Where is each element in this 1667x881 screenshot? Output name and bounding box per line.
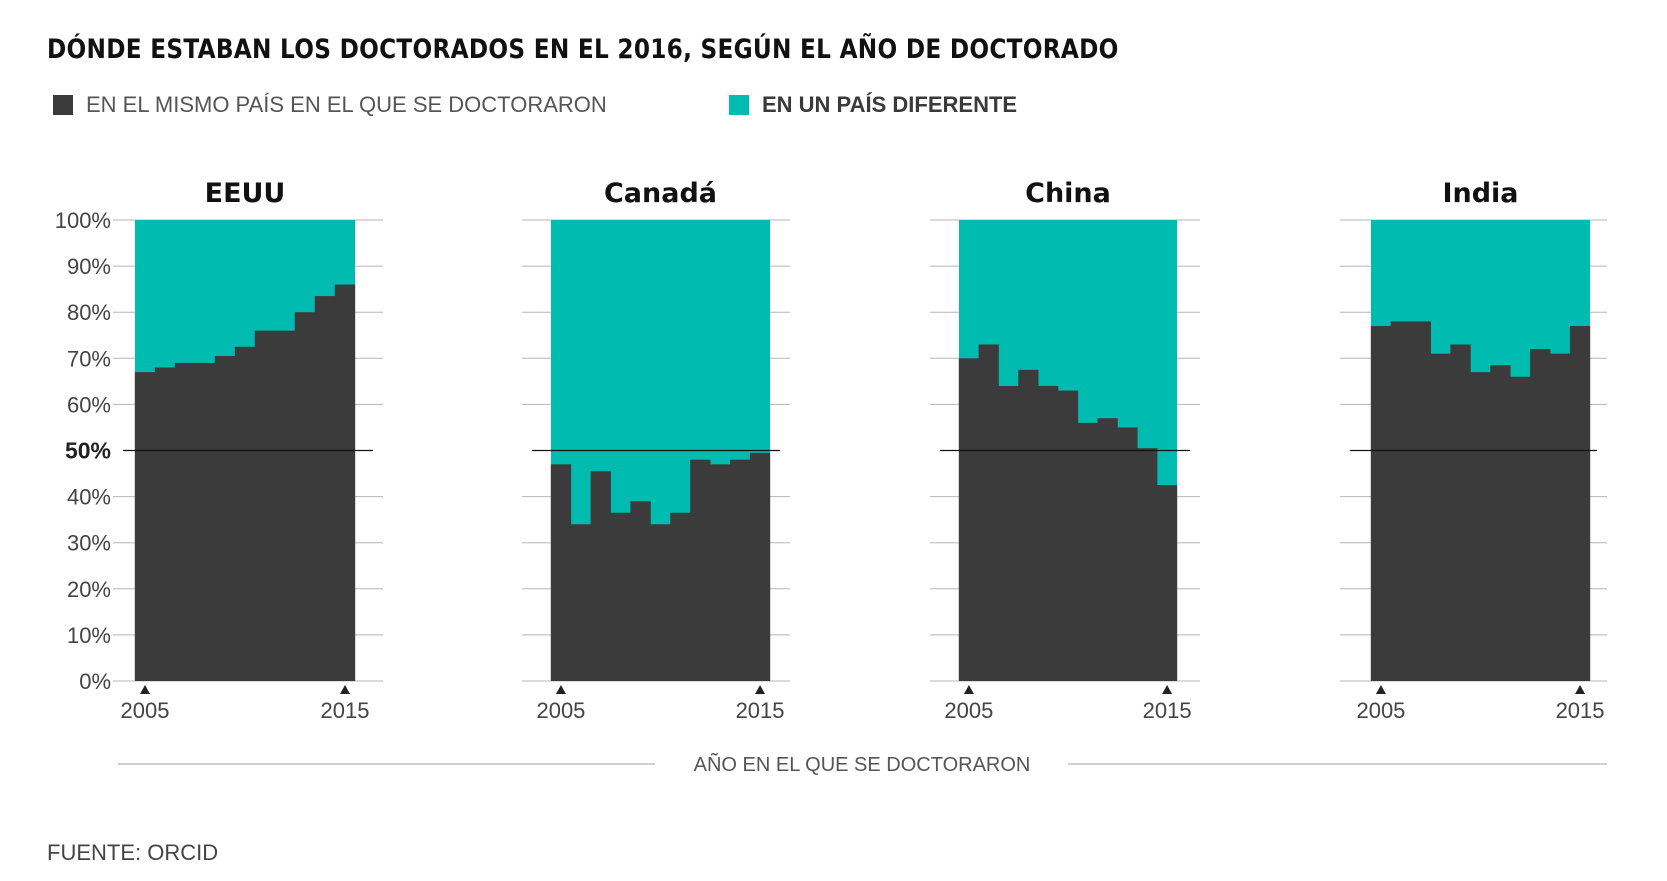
y-tick-label: 50% (65, 438, 111, 464)
bar-same-country-2007 (590, 471, 611, 681)
x-tick-marker (140, 685, 150, 694)
bar-same-country-2011 (254, 330, 276, 681)
x-tick-label: 2005 (944, 698, 993, 723)
x-tick-label: 2015 (1143, 698, 1192, 723)
y-tick-label: 70% (67, 346, 111, 371)
x-tick-label: 2005 (536, 698, 585, 723)
panel-2: Canadá 2005 2015 (522, 178, 790, 723)
bar-same-country-2015 (749, 452, 771, 681)
bar-same-country-2009 (214, 355, 236, 681)
legend-label-same-country: EN EL MISMO PAÍS EN EL QUE SE DOCTORARON (86, 92, 607, 117)
y-tick-label: 40% (67, 485, 111, 510)
bar-same-country-2015 (334, 284, 356, 681)
y-tick-label: 90% (67, 254, 111, 279)
legend-label-different-country: EN UN PAÍS DIFERENTE (762, 92, 1018, 117)
bar-same-country-2006 (154, 367, 176, 681)
x-tick-marker (1575, 685, 1586, 694)
bar-same-country-2005 (1370, 326, 1392, 681)
x-tick-label: 2015 (736, 698, 785, 723)
x-tick-marker (1375, 685, 1386, 694)
x-tick-marker (555, 685, 566, 694)
bar-same-country-2014 (314, 296, 336, 681)
y-tick-label: 10% (67, 623, 111, 648)
x-tick-marker (755, 685, 766, 694)
bar-same-country-2008 (194, 362, 216, 681)
x-tick-label: 2005 (1356, 698, 1405, 723)
bar-same-country-2010 (650, 524, 671, 681)
x-tick-label: 2015 (321, 698, 370, 723)
panel-title: India (1442, 178, 1518, 209)
x-tick-marker (340, 685, 350, 694)
bar-same-country-2011 (670, 512, 691, 681)
bar-same-country-2012 (690, 459, 711, 681)
legend-swatch-different-country (729, 95, 749, 115)
panel-1: EEUU 2005 2015 (113, 178, 383, 723)
panel-3: China 2005 2015 (930, 178, 1200, 723)
x-tick-label: 2015 (1556, 698, 1605, 723)
bar-same-country-2010 (1470, 372, 1491, 681)
bar-same-country-2015 (1569, 326, 1591, 681)
bar-same-country-2014 (1549, 353, 1571, 681)
bar-same-country-2012 (1097, 418, 1118, 681)
panel-title: Canadá (604, 178, 717, 209)
bar-same-country-2009 (1450, 344, 1471, 681)
legend-swatch-same-country (53, 95, 73, 115)
x-tick-marker (1162, 685, 1173, 694)
bar-same-country-2008 (1430, 353, 1451, 681)
x-axis-label: AÑO EN EL QUE SE DOCTORARON (694, 752, 1031, 776)
bar-same-country-2013 (710, 464, 731, 681)
bar-same-country-2005 (958, 358, 980, 681)
bar-same-country-2006 (978, 344, 999, 681)
panel-title: China (1025, 178, 1111, 209)
bar-same-country-2007 (998, 385, 1019, 681)
y-tick-label: 60% (67, 392, 111, 417)
bar-same-country-2010 (1057, 390, 1079, 681)
x-tick-marker (963, 685, 974, 694)
panel-4: India 2005 2015 (1340, 178, 1607, 723)
panel-title: EEUU (205, 178, 286, 209)
bar-same-country-2008 (610, 512, 631, 681)
y-tick-label: 30% (67, 531, 111, 556)
bar-same-country-2013 (1117, 427, 1138, 681)
legend-item-different-country: EN UN PAÍS DIFERENTE (729, 92, 1017, 118)
bar-same-country-2012 (274, 330, 296, 681)
bar-same-country-2014 (729, 459, 751, 681)
bar-same-country-2014 (1137, 448, 1158, 681)
bar-same-country-2005 (134, 372, 156, 681)
chart-title: DÓNDE ESTABAN LOS DOCTORADOS EN EL 2016,… (47, 34, 1119, 65)
bar-same-country-2011 (1077, 422, 1098, 681)
x-tick-label: 2005 (121, 698, 170, 723)
bar-same-country-2006 (1390, 321, 1412, 681)
source-note: FUENTE: ORCID (47, 840, 219, 865)
bar-same-country-2013 (294, 312, 316, 681)
bar-same-country-2008 (1018, 369, 1039, 681)
bar-same-country-2010 (234, 346, 256, 681)
bar-same-country-2005 (550, 464, 572, 681)
bar-same-country-2013 (1530, 349, 1551, 681)
bar-same-country-2007 (1410, 321, 1431, 681)
y-tick-label: 100% (55, 208, 111, 233)
bar-same-country-2015 (1156, 485, 1178, 681)
bar-same-country-2007 (174, 362, 196, 681)
y-tick-label: 20% (67, 577, 111, 602)
bar-same-country-2011 (1490, 365, 1511, 681)
bar-same-country-2009 (630, 501, 651, 681)
legend-item-same-country: EN EL MISMO PAÍS EN EL QUE SE DOCTORARON (53, 92, 607, 118)
y-tick-label: 0% (79, 669, 111, 694)
bar-same-country-2009 (1038, 385, 1059, 681)
y-tick-label: 80% (67, 300, 111, 325)
bar-same-country-2006 (570, 524, 592, 681)
bar-same-country-2012 (1510, 376, 1531, 681)
